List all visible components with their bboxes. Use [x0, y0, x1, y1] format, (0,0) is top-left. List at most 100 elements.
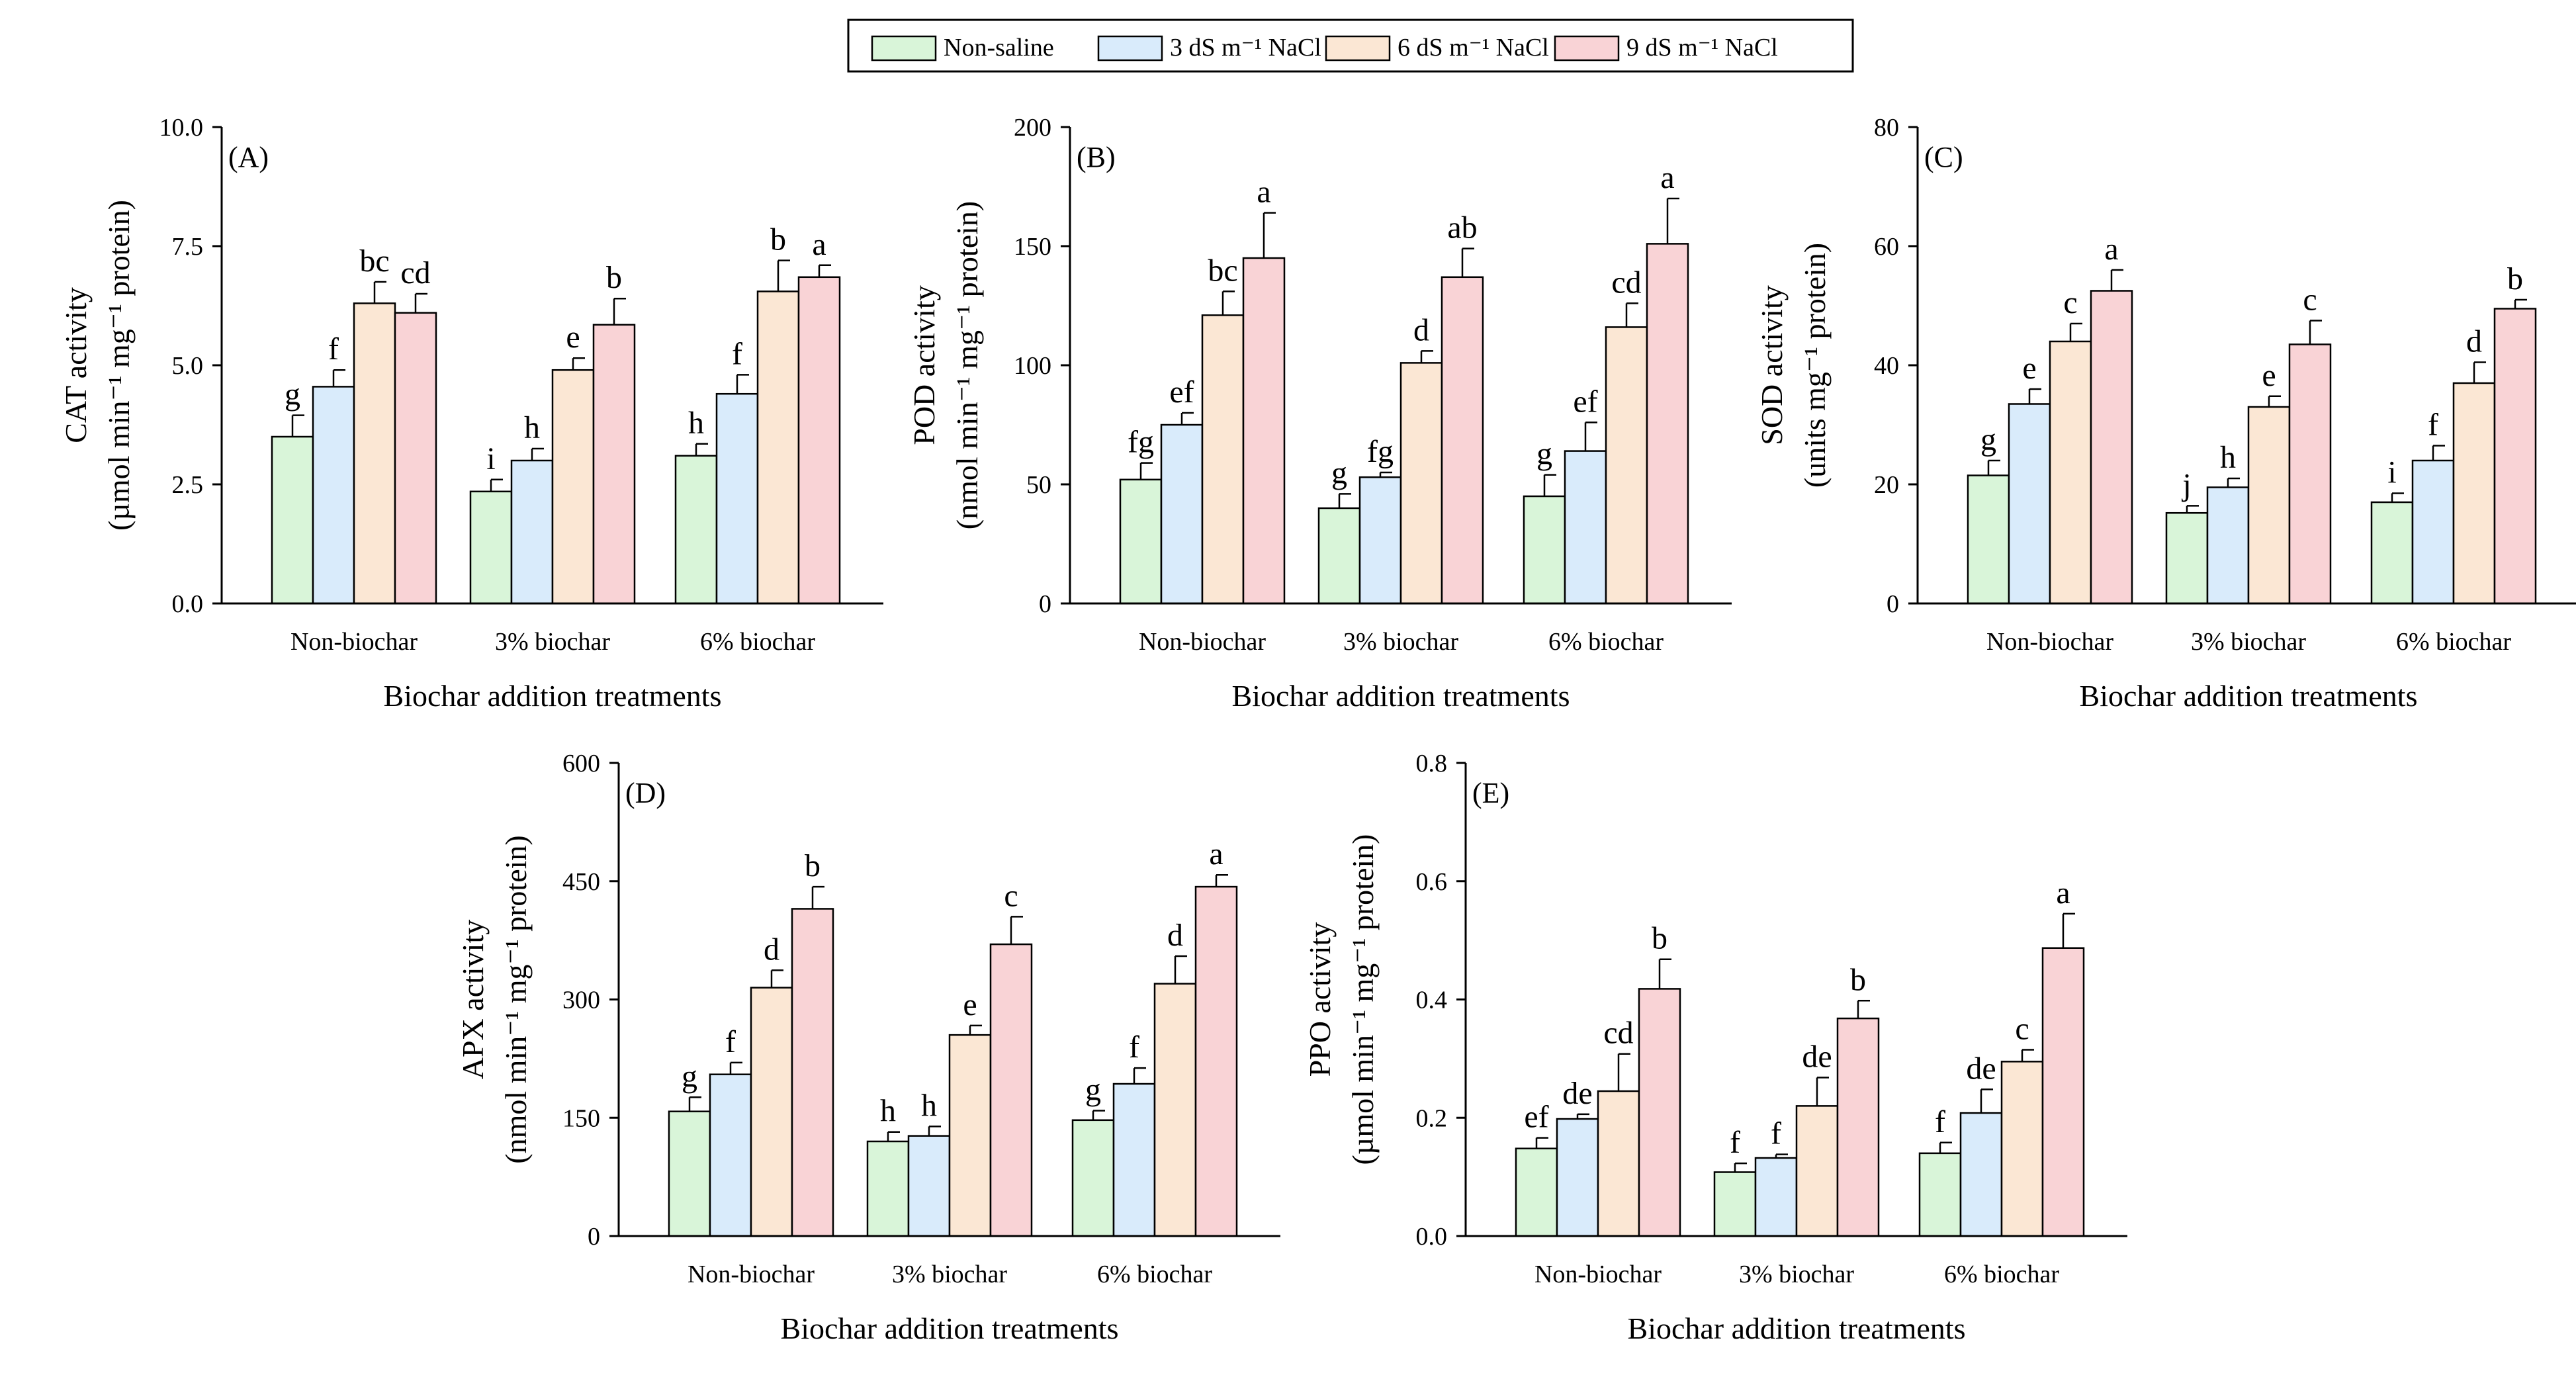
significance-letter: a	[2104, 232, 2118, 267]
significance-letter: f	[2428, 408, 2438, 443]
bar	[510, 459, 554, 605]
significance-letter: de	[1966, 1051, 1996, 1086]
significance-letter: cd	[1603, 1016, 1633, 1051]
significance-letter: fg	[1128, 425, 1154, 460]
y-tick-label: 50	[1026, 471, 1051, 499]
bar	[1441, 276, 1484, 605]
significance-letter: ef	[1169, 375, 1194, 410]
bar	[750, 987, 793, 1237]
bar	[1523, 495, 1566, 605]
bar	[791, 908, 834, 1237]
significance-letter: c	[1004, 878, 1018, 913]
significance-letter: h	[921, 1088, 937, 1123]
y-axis-unit: (units mg⁻¹ protein)	[1798, 243, 1832, 488]
bar	[989, 943, 1033, 1237]
bar	[756, 290, 800, 605]
bar	[1112, 1083, 1156, 1237]
x-tick-label: 6% biochar	[700, 628, 815, 656]
significance-letter: f	[1771, 1116, 1781, 1151]
y-tick-label: 150	[1014, 233, 1051, 261]
y-axis-unit: (nmol min⁻¹ mg⁻¹ protein)	[499, 835, 533, 1163]
bar	[715, 392, 759, 605]
bar	[1358, 476, 1402, 605]
y-tick-label: 0	[1039, 590, 1051, 618]
legend-label: 9 dS m⁻¹ NaCl	[1626, 34, 1778, 62]
bar	[2411, 459, 2455, 605]
bar	[1515, 1147, 1558, 1237]
y-tick-label: 20	[1874, 471, 1899, 499]
x-tick-label: 6% biochar	[2396, 628, 2511, 656]
panel-label: (E)	[1472, 777, 1509, 809]
legend-swatch	[1097, 35, 1163, 62]
legend-item: 9 dS m⁻¹ NaCl	[1554, 34, 1778, 62]
bar	[2041, 947, 2085, 1237]
y-axis-unit: (µmol min⁻¹ mg⁻¹ protein)	[1346, 834, 1380, 1165]
significance-letter: i	[2387, 455, 2396, 490]
bar	[353, 302, 396, 605]
significance-letter: h	[688, 406, 704, 441]
panel-label: (B)	[1077, 141, 1116, 173]
significance-letter: f	[732, 336, 742, 371]
bar	[2247, 406, 2291, 605]
significance-letter: d	[1413, 312, 1429, 347]
y-tick-label: 0.8	[1416, 750, 1448, 777]
x-tick-label: Non-biochar	[290, 628, 418, 656]
significance-letter: f	[725, 1024, 736, 1059]
bar	[866, 1140, 910, 1237]
y-tick-label: 5.0	[172, 352, 204, 380]
bar	[1160, 423, 1204, 605]
legend-swatch	[871, 35, 937, 62]
bar	[674, 455, 718, 605]
x-axis-title: Biochar addition treatments	[384, 679, 722, 713]
significance-letter: a	[1209, 836, 1223, 871]
significance-letter: c	[2015, 1011, 2029, 1046]
x-tick-label: Non-biochar	[1534, 1261, 1662, 1288]
significance-letter: g	[1085, 1073, 1101, 1108]
panel-label: (A)	[228, 141, 269, 173]
x-tick-label: 6% biochar	[1944, 1261, 2059, 1288]
bar	[2165, 511, 2209, 605]
bar	[2090, 290, 2133, 605]
significance-letter: a	[812, 227, 826, 262]
significance-letter: f	[1935, 1104, 1945, 1139]
significance-letter: b	[770, 222, 786, 257]
significance-letter: d	[764, 932, 779, 967]
significance-letter: g	[1331, 455, 1347, 490]
bar	[1564, 450, 1607, 605]
y-tick-label: 600	[562, 750, 600, 777]
y-tick-label: 0.2	[1416, 1104, 1448, 1132]
significance-letter: e	[566, 320, 580, 355]
bar	[1646, 243, 1689, 605]
significance-letter: h	[524, 410, 540, 445]
bar	[1556, 1118, 1599, 1237]
x-axis-title: Biochar addition treatments	[1628, 1311, 1966, 1345]
bar	[2049, 340, 2092, 605]
legend-label: 6 dS m⁻¹ NaCl	[1398, 34, 1549, 62]
legend-item: Non-saline	[871, 34, 1054, 62]
x-tick-label: Non-biochar	[1139, 628, 1266, 656]
bar	[907, 1135, 951, 1237]
significance-letter: ef	[1524, 1100, 1548, 1135]
x-tick-label: 3% biochar	[495, 628, 610, 656]
x-tick-label: Non-biochar	[1986, 628, 2113, 656]
significance-letter: ab	[1447, 210, 1477, 245]
bar	[797, 276, 841, 605]
significance-letter: de	[1802, 1039, 1832, 1074]
x-axis-title: Biochar addition treatments	[1232, 679, 1570, 713]
y-tick-label: 200	[1014, 114, 1051, 142]
bar	[1317, 507, 1361, 605]
significance-letter: bc	[359, 244, 389, 279]
bar	[1153, 983, 1197, 1237]
bar	[1638, 988, 1681, 1237]
y-tick-label: 80	[1874, 114, 1899, 142]
legend-label: Non-saline	[944, 34, 1054, 62]
y-tick-label: 0.4	[1416, 987, 1448, 1014]
y-axis-title: PPO activity	[1303, 922, 1337, 1077]
significance-letter: d	[1167, 918, 1183, 953]
y-tick-label: 10.0	[159, 114, 204, 142]
bar	[1399, 362, 1443, 605]
y-tick-label: 0.0	[1416, 1223, 1448, 1251]
